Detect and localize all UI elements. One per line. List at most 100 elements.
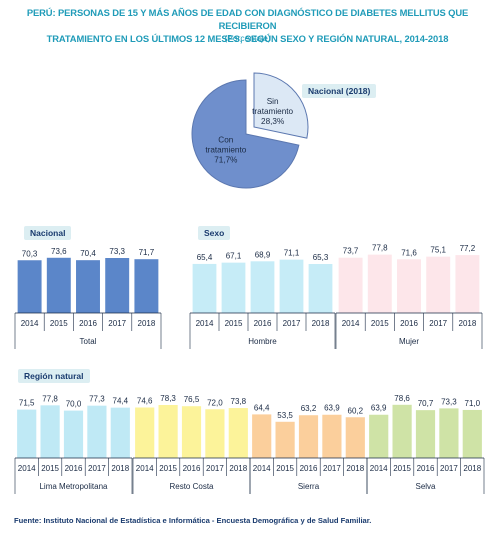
bar [455, 255, 480, 313]
title-line-1: PERÚ: PERSONAS DE 15 Y MÁS AÑOS DE EDAD … [26, 7, 469, 31]
bar-value-label: 64,4 [254, 403, 270, 412]
year-tick-label: 2018 [463, 464, 481, 473]
year-tick-label: 2015 [393, 464, 411, 473]
bar-value-label: 74,6 [137, 397, 153, 406]
group-label: Lima Metropolitana [39, 482, 108, 491]
year-tick-label: 2014 [196, 319, 214, 328]
year-tick-label: 2015 [371, 319, 389, 328]
bar [392, 404, 412, 458]
bar [439, 408, 459, 458]
year-tick-label: 2015 [225, 319, 243, 328]
bar [369, 414, 389, 458]
bar [275, 421, 295, 458]
region-pill: Región natural [18, 369, 90, 383]
bar [110, 407, 130, 458]
bar-value-label: 71,7 [139, 248, 155, 257]
pie-slice-value: 28,3% [261, 117, 284, 126]
bar-value-label: 76,5 [184, 395, 200, 404]
year-tick-label: 2018 [459, 319, 477, 328]
bar-value-label: 77,2 [460, 244, 476, 253]
bar [17, 409, 37, 458]
bar [221, 262, 246, 313]
bar [462, 409, 482, 458]
year-tick-label: 2018 [138, 319, 156, 328]
bar [87, 405, 107, 458]
year-tick-label: 2017 [108, 319, 126, 328]
year-tick-label: 2014 [370, 464, 388, 473]
bar [46, 257, 71, 313]
year-tick-label: 2017 [206, 464, 224, 473]
group-label: Selva [415, 482, 436, 491]
bar [105, 258, 130, 313]
year-tick-label: 2018 [346, 464, 364, 473]
bar-value-label: 73,8 [231, 397, 247, 406]
bar-value-label: 77,3 [89, 395, 105, 404]
bar [192, 263, 217, 313]
year-tick-label: 2017 [429, 319, 447, 328]
year-tick-label: 2015 [159, 464, 177, 473]
pie-slice [253, 72, 309, 139]
bar-value-label: 75,1 [430, 246, 446, 255]
bar [40, 405, 60, 458]
pie-slice-label: Con [218, 135, 233, 144]
bar [397, 259, 421, 313]
bar [252, 414, 272, 458]
year-tick-label: 2014 [253, 464, 271, 473]
bar-value-label: 53,5 [277, 411, 293, 420]
bar-value-label: 70,4 [80, 249, 96, 258]
year-tick-label: 2018 [111, 464, 129, 473]
bar [181, 406, 202, 458]
pie-slice [191, 79, 300, 189]
pie-slice-value: 71,7% [214, 155, 237, 164]
year-tick-label: 2014 [136, 464, 154, 473]
bar [63, 410, 84, 458]
bar [250, 261, 275, 313]
year-tick-label: 2015 [41, 464, 59, 473]
year-tick-label: 2016 [300, 464, 318, 473]
bar [134, 259, 159, 313]
year-tick-label: 2016 [400, 319, 418, 328]
year-tick-label: 2016 [417, 464, 435, 473]
bar [17, 260, 42, 313]
group-label: Sierra [298, 482, 320, 491]
year-tick-label: 2016 [183, 464, 201, 473]
bar-value-label: 70,7 [418, 399, 434, 408]
bar-value-label: 70,0 [66, 400, 82, 409]
bar-value-label: 71,6 [401, 248, 417, 257]
year-tick-label: 2014 [342, 319, 360, 328]
source-note: Fuente: Instituto Nacional de Estadístic… [14, 516, 372, 525]
bar-value-label: 73,7 [343, 247, 359, 256]
title-line-2: TRATAMIENTO EN LOS ÚLTIMOS 12 MESES, SEG… [46, 33, 449, 44]
bar [345, 417, 365, 458]
year-tick-label: 2015 [50, 319, 68, 328]
bar [367, 254, 392, 313]
bar-value-label: 63,9 [324, 404, 340, 413]
bar-value-label: 73,3 [441, 397, 457, 406]
group-label: Mujer [399, 337, 419, 346]
bar [135, 407, 155, 458]
year-tick-label: 2014 [18, 464, 36, 473]
bar-value-label: 63,2 [301, 404, 317, 413]
year-tick-label: 2015 [276, 464, 294, 473]
bar-value-label: 65,3 [313, 253, 329, 262]
bar-value-label: 71,1 [284, 249, 300, 258]
bar-value-label: 74,4 [113, 397, 129, 406]
pie-slice-label: tratamiento [252, 107, 293, 116]
group-label: Total [80, 337, 97, 346]
bar [338, 257, 363, 313]
bar [308, 264, 333, 313]
pie-slice-label: tratamiento [205, 145, 246, 154]
bar-value-label: 78,3 [160, 394, 176, 403]
bar [279, 259, 304, 313]
chart-subtitle: (Porcentaje) [224, 33, 271, 43]
pie-label-pill: Nacional (2018) [302, 84, 377, 98]
bar-value-label: 73,3 [109, 247, 125, 256]
bar-value-label: 72,0 [207, 398, 223, 407]
bar-value-label: 77,8 [42, 394, 58, 403]
bar-value-label: 71,5 [19, 399, 35, 408]
group-label: Hombre [248, 337, 277, 346]
year-tick-label: 2017 [283, 319, 301, 328]
bar-value-label: 63,9 [371, 404, 387, 413]
pie-slice-label: Sin [267, 97, 279, 106]
